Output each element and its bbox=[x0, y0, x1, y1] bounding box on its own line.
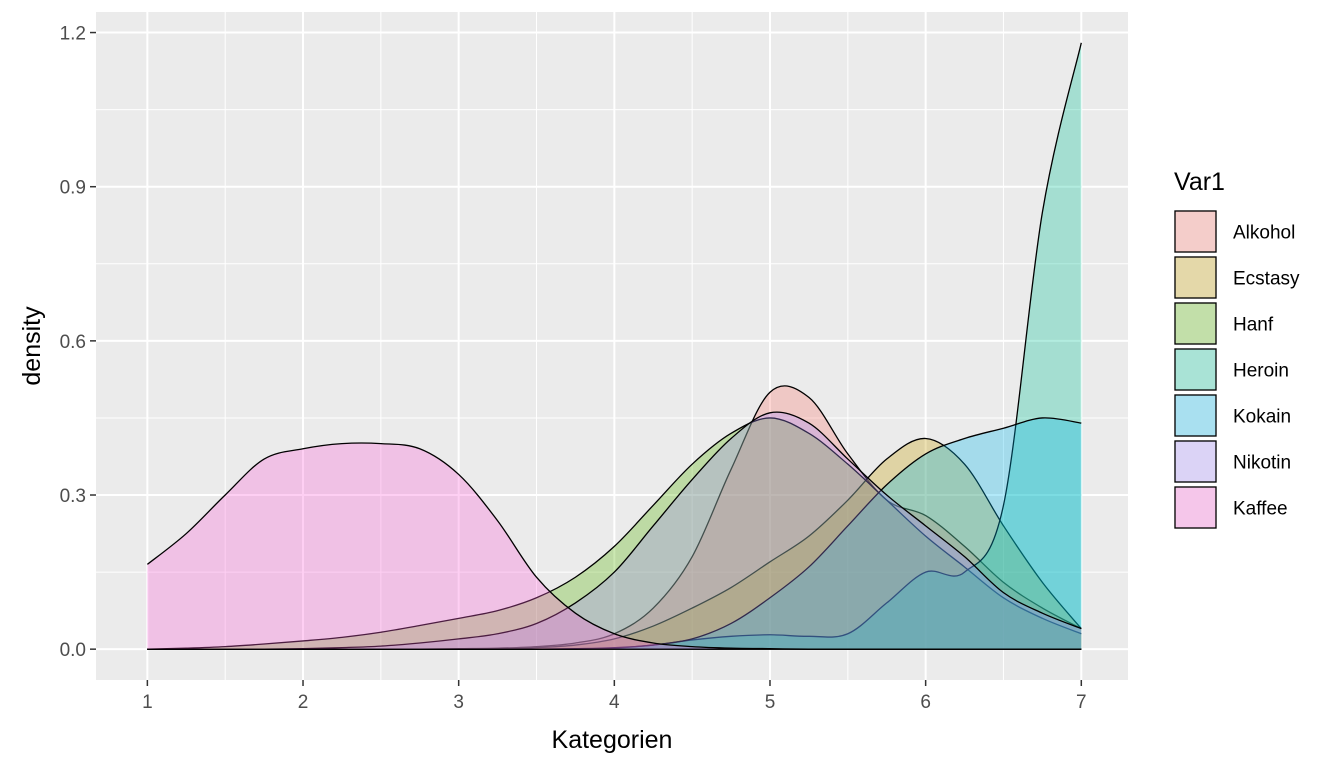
panel-background bbox=[96, 12, 1128, 680]
legend-label-nikotin: Nikotin bbox=[1233, 453, 1291, 474]
x-tick-label: 1 bbox=[142, 692, 153, 713]
legend-key-alkohol bbox=[1174, 210, 1217, 253]
legend-key-bg-nikotin bbox=[1174, 440, 1217, 483]
legend-label-heroin: Heroin bbox=[1233, 361, 1289, 382]
y-tick-label: 0.3 bbox=[60, 486, 86, 507]
legend: Var1 Alkohol Ecstasy Hanf Heroin Kokain Nikot… bbox=[1174, 168, 1300, 529]
legend-key-heroin bbox=[1174, 348, 1217, 391]
x-tick-label: 6 bbox=[920, 692, 931, 713]
legend-title: Var1 bbox=[1174, 168, 1225, 196]
legend-key-bg-kaffee bbox=[1174, 486, 1217, 529]
density-area-ecstasy bbox=[147, 438, 1082, 650]
y-tick-label: 0.9 bbox=[60, 178, 86, 199]
x-axis-title: Kategorien bbox=[552, 726, 673, 754]
y-tick-label: 0.0 bbox=[60, 640, 86, 661]
density-line-hanf bbox=[147, 417, 1082, 650]
legend-key-bg-kokain bbox=[1174, 394, 1217, 437]
x-tick-label: 5 bbox=[765, 692, 776, 713]
y-tick-label: 0.6 bbox=[60, 332, 86, 353]
legend-key-bg-heroin bbox=[1174, 348, 1217, 391]
legend-key-bg-alkohol bbox=[1174, 210, 1217, 253]
density-area-kokain bbox=[147, 417, 1082, 650]
density-area-kaffee bbox=[147, 442, 1082, 650]
x-tick-label: 2 bbox=[298, 692, 309, 713]
y-axis: 0.0 0.3 0.6 0.9 1.2 bbox=[60, 24, 96, 661]
legend-key-ecstasy bbox=[1174, 256, 1217, 299]
legend-key-kokain bbox=[1174, 394, 1217, 437]
density-areas bbox=[146, 42, 1082, 650]
density-line-nikotin bbox=[147, 411, 1082, 650]
y-tick-label: 1.2 bbox=[60, 24, 86, 45]
x-tick-label: 7 bbox=[1076, 692, 1087, 713]
density-area-heroin bbox=[147, 42, 1082, 650]
legend-label-kokain: Kokain bbox=[1233, 407, 1291, 428]
legend-key-nikotin bbox=[1174, 440, 1217, 483]
y-axis-title: density bbox=[18, 306, 46, 386]
x-tick-label: 3 bbox=[453, 692, 464, 713]
density-area-hanf bbox=[147, 417, 1082, 650]
legend-key-bg-ecstasy bbox=[1174, 256, 1217, 299]
grid-minor bbox=[96, 12, 1128, 680]
legend-label-hanf: Hanf bbox=[1233, 315, 1274, 336]
legend-label-kaffee: Kaffee bbox=[1233, 499, 1288, 520]
density-area-alkohol bbox=[147, 385, 1082, 650]
x-axis: 1 2 3 4 5 6 7 bbox=[142, 680, 1087, 713]
legend-label-alkohol: Alkohol bbox=[1233, 223, 1295, 244]
x-tick-label: 4 bbox=[609, 692, 620, 713]
legend-key-kaffee bbox=[1174, 486, 1217, 529]
legend-label-ecstasy: Ecstasy bbox=[1233, 269, 1300, 290]
density-area-nikotin bbox=[147, 412, 1082, 650]
legend-key-hanf bbox=[1174, 302, 1217, 345]
legend-key-bg-hanf bbox=[1174, 302, 1217, 345]
